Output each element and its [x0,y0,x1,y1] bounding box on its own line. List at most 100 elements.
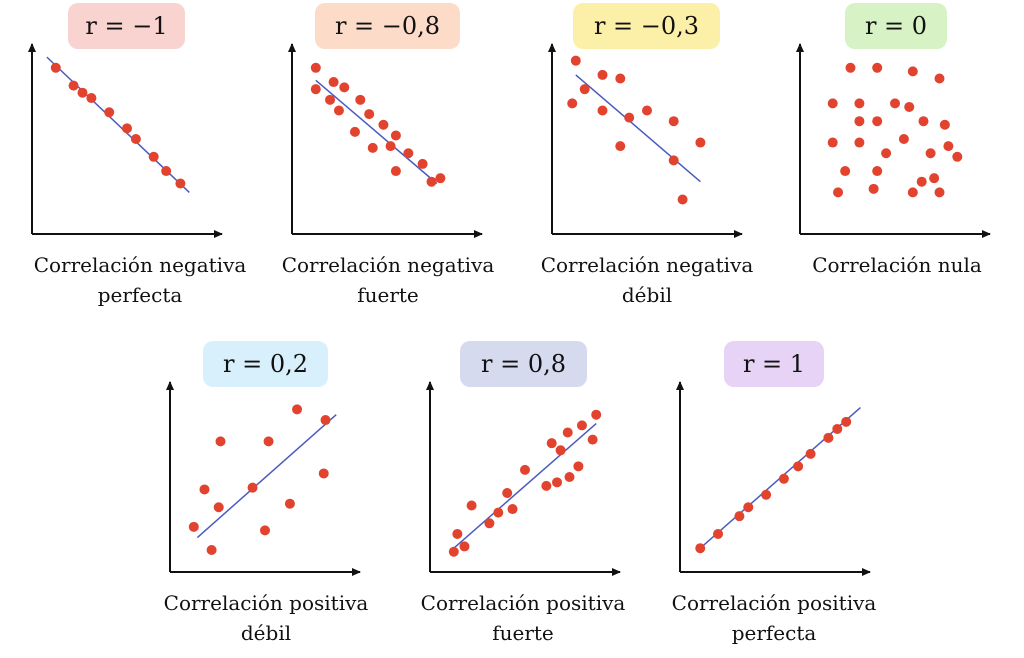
data-point [570,55,581,66]
data-point [378,119,389,130]
correlation-coefficient-label: r = −0,8 [334,12,441,40]
panel-caption: Correlación positiva fuerte [393,588,653,648]
data-point [841,416,852,427]
data-point [881,148,892,159]
data-point [161,166,172,177]
correlation-coefficient-label: r = −1 [85,12,168,40]
correlation-coefficient-label: r = 0,2 [222,350,308,378]
data-point [823,432,834,443]
data-point [695,543,706,554]
correlation-coefficient-badge: r = −0,8 [315,3,460,49]
data-point [50,62,61,73]
scatter-panel [426,381,621,576]
data-point [934,73,945,84]
data-point [916,176,927,187]
data-point [385,141,396,152]
data-point [868,183,879,194]
data-point [328,77,339,88]
data-point [459,541,470,552]
data-point [320,415,331,426]
caption-line-2: débil [621,283,673,307]
caption-line-1: Correlación negativa [540,253,754,277]
data-point [918,116,929,127]
data-point [292,404,303,415]
data-point [493,507,504,518]
data-point [435,173,446,184]
data-point [904,101,915,112]
data-point [355,94,366,105]
data-point [318,468,329,479]
data-point [68,80,79,91]
data-point [417,158,428,169]
correlation-coefficient-badge: r = −1 [68,3,185,49]
data-point [426,176,437,187]
data-point [833,187,844,198]
caption-line-1: Correlación positiva [163,591,369,615]
caption-line-1: Correlación negativa [281,253,495,277]
data-point [579,84,590,95]
caption-line-2: fuerte [492,621,554,645]
data-point [339,82,350,93]
correlation-coefficient-label: r = 0,8 [480,350,566,378]
data-point [695,137,706,148]
data-point [573,461,584,472]
data-point [448,546,459,557]
data-point [546,438,557,449]
data-point [925,148,936,159]
data-point [840,166,851,177]
data-point [576,420,587,431]
data-point [832,423,843,434]
correlation-coefficient-badge: r = 0 [845,3,947,49]
data-point [827,137,838,148]
caption-line-2: fuerte [357,283,419,307]
caption-line-2: perfecta [97,283,183,307]
data-point [587,434,598,445]
data-point [77,87,88,98]
caption-line-1: Correlación positiva [671,591,877,615]
data-point [175,178,186,189]
scatter-panel [288,43,483,238]
data-point [452,528,463,539]
data-point [364,109,375,120]
data-point [898,134,909,144]
data-point [188,521,199,532]
trend-line [196,414,337,539]
data-point [890,98,900,109]
data-point [130,134,141,144]
data-point [615,141,626,152]
data-point [148,151,159,162]
data-point [562,427,573,438]
data-point [484,518,495,529]
scatter-panel [548,43,743,238]
data-point [939,119,950,130]
scatter-panel [28,43,223,238]
correlation-coefficient-badge: r = 0,2 [203,341,328,387]
data-point [552,477,563,488]
data-point [247,482,258,493]
panel-caption: Correlación negativa perfecta [10,250,270,310]
panel-caption: Correlación positiva débil [136,588,396,648]
trend-line [575,74,701,183]
data-point [591,409,602,420]
data-point [325,94,336,105]
caption-line-2: perfecta [731,621,817,645]
trend-line [453,423,597,549]
data-point [793,461,804,472]
panel-caption: Correlación positiva perfecta [644,588,904,648]
data-point [761,489,772,500]
caption-line-1: Correlación negativa [33,253,247,277]
data-point [466,500,477,511]
correlation-coefficient-label: r = 1 [742,350,806,378]
data-point [86,93,97,104]
data-point [943,141,954,152]
correlation-coefficient-badge: r = −0,3 [573,3,720,49]
caption-line-2: débil [240,621,292,645]
correlation-coefficient-badge: r = 0,8 [460,341,587,387]
panel-caption: Correlación negativa fuerte [258,250,518,310]
data-point [907,66,918,77]
data-point [213,502,224,513]
data-point [390,166,401,177]
caption-line-1: Correlación nula [812,253,982,277]
data-point [907,187,918,198]
